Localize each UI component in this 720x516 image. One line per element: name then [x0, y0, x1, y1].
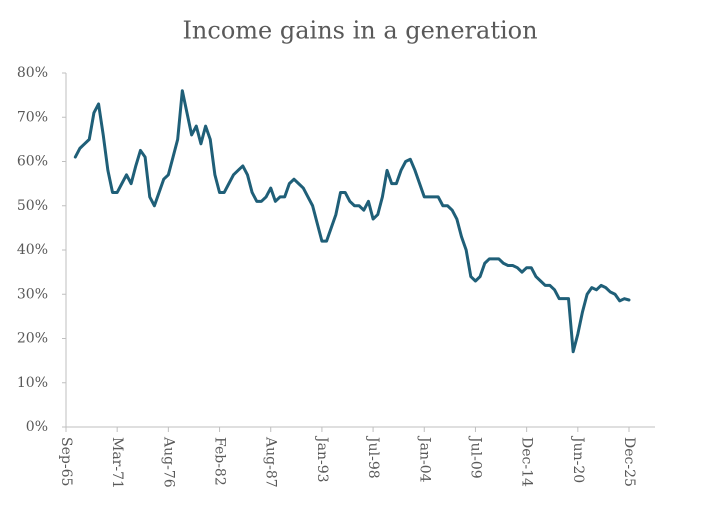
y-tick-label: 30% — [17, 286, 48, 302]
x-tick-label: Sep-65 — [58, 437, 74, 486]
y-tick-label: 10% — [17, 375, 48, 391]
y-tick-label: 70% — [17, 109, 48, 125]
x-tick-label: Jul-98 — [365, 435, 381, 479]
x-tick-label: Aug-87 — [263, 436, 279, 488]
data-line — [73, 89, 631, 354]
x-tick-label: Dec-25 — [621, 437, 637, 487]
y-tick-label: 20% — [17, 331, 48, 347]
x-tick-label: Aug-76 — [160, 436, 176, 488]
x-tick-label: Jun-20 — [570, 435, 586, 483]
y-tick-label: 60% — [17, 154, 48, 170]
chart-title: Income gains in a generation — [182, 17, 537, 45]
x-tick-label: Feb-82 — [212, 437, 228, 486]
x-tick-label: Dec-14 — [519, 437, 535, 487]
x-tick-label: Mar-71 — [109, 437, 125, 489]
y-tick-label: 40% — [17, 242, 48, 258]
x-tick-label: Jan-04 — [416, 435, 432, 483]
y-tick-label: 50% — [17, 198, 48, 214]
y-tick-label: 0% — [26, 419, 48, 435]
y-tick-label: 80% — [17, 65, 48, 81]
x-tick-label: Jul-09 — [467, 435, 483, 479]
x-tick-label: Jan-93 — [314, 435, 330, 483]
